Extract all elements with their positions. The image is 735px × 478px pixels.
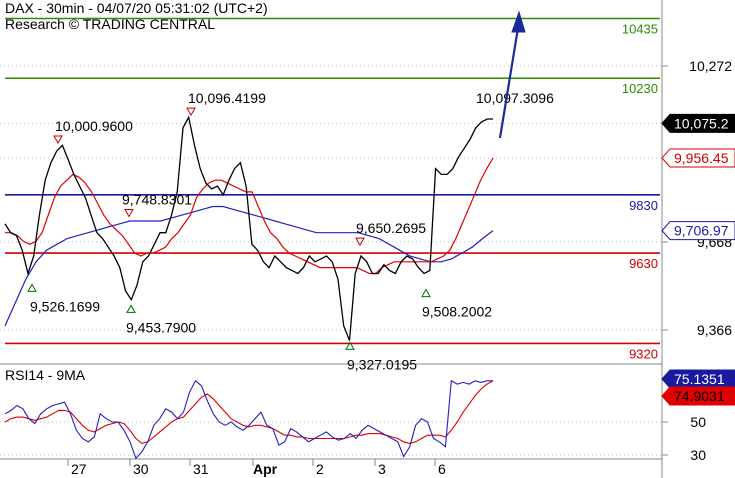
rsi-label: RSI14 - 9MA [5,367,86,383]
x-tick-label: 31 [193,461,209,477]
level-label-10435: 10435 [622,22,658,37]
level-label-9630: 9630 [629,256,658,271]
level-label-9830: 9830 [629,198,658,213]
rsi-tag-label: 74.9031 [674,388,725,404]
price-line [4,115,493,341]
x-tick-label: 6 [438,461,446,477]
annotation-low-label: 9,453.7900 [126,319,196,335]
y-tick-label: 10,272 [689,58,732,74]
x-tick-label: 2 [316,461,324,477]
rsi-tag-box [661,386,735,406]
x-tick-label: 27 [71,461,87,477]
x-tick-label: Apr [253,461,278,477]
level-label-10230: 10230 [622,81,658,96]
annotation-low-label: 9,508.2002 [422,304,492,320]
rsi-tick-label: 30 [690,447,706,463]
rsi-tag-box [661,369,735,389]
down-triangle-marker [355,237,365,247]
annotation-high-label: 10,000.9600 [55,118,133,134]
annotation-low-label: 9,327.0195 [347,356,417,372]
x-tick-label: 3 [378,461,386,477]
price-tag-box [661,148,735,168]
rsi-ma-line [4,380,494,445]
price-tag-label: 10,075.2 [674,115,729,131]
annotation-high-label: 10,096.4199 [188,90,266,106]
price-tag-label: 9,956.45 [674,150,729,166]
annotation-low-label: 9,526.1699 [30,298,100,314]
rsi-line [4,379,493,460]
up-triangle-marker [345,341,355,350]
rsi-tick-label: 50 [690,414,706,430]
price-tag-label: 9,706.97 [674,223,729,239]
up-triangle-marker [27,283,37,292]
annotation-high-label: 9,650.2695 [356,220,426,236]
chart-title: DAX - 30min - 04/07/20 05:31:02 (UTC+2) [5,0,268,16]
price-tag-box [661,221,735,241]
down-triangle-marker [124,208,134,218]
forecast-arrow-head [511,10,526,33]
ma-fast-line [5,157,494,275]
down-triangle-marker [186,107,196,117]
rsi-tag-label: 75.1351 [674,371,725,387]
annotation-high-label: 9,748.8301 [122,191,192,207]
down-triangle-marker [53,135,63,144]
y-tick-label: 9,366 [697,322,732,338]
x-tick-label: 30 [133,461,149,477]
up-triangle-marker [421,288,431,298]
forecast-arrow-shaft [498,27,520,139]
up-triangle-marker [126,304,136,313]
annotation-label: 10,097.3096 [476,90,554,106]
price-tag-box [661,113,735,133]
chart-subtitle: Research © TRADING CENTRAL [5,16,215,32]
level-label-9320: 9320 [629,346,658,361]
